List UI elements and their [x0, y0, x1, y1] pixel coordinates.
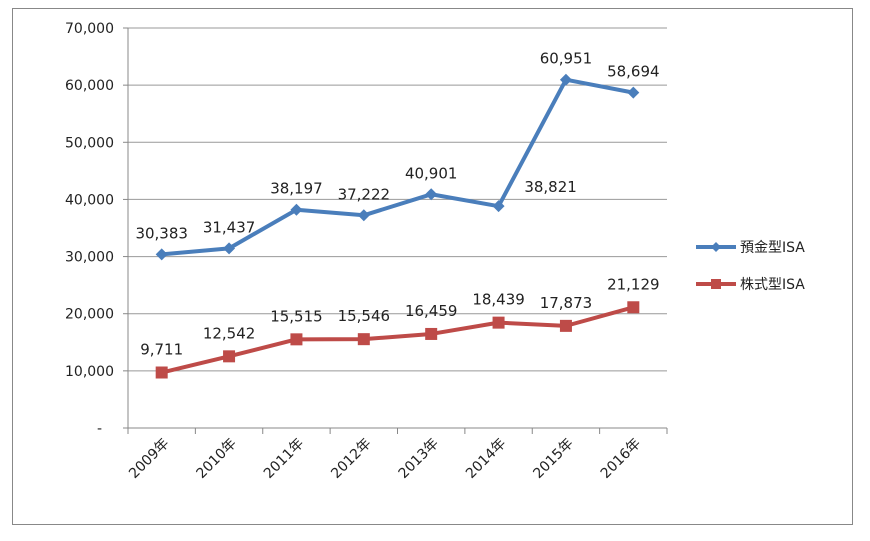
data-point-diamond [357, 209, 370, 222]
y-tick-label: 30,000 [65, 250, 114, 266]
data-label: 30,383 [135, 224, 188, 242]
y-tick-label: 70,000 [65, 21, 114, 37]
data-label: 58,694 [607, 63, 660, 81]
series-2: 9,711 12,542 15,515 15,546 16,459 18,439 17,87… [140, 275, 660, 379]
data-point-square [357, 333, 370, 346]
data-label: 60,951 [540, 50, 593, 68]
data-point-square [559, 319, 572, 332]
data-label: 15,546 [338, 307, 391, 325]
data-point-square [223, 350, 236, 363]
data-label: 40,901 [405, 164, 458, 182]
chart-border [12, 8, 853, 525]
legend-item-2: 株式型ISA [696, 277, 805, 293]
data-point-diamond [559, 73, 572, 86]
y-tick-label: 50,000 [65, 135, 114, 151]
data-point-diamond [223, 242, 236, 255]
series-line [161, 305, 634, 375]
data-label: 38,821 [524, 178, 577, 196]
series-line [161, 77, 634, 257]
data-point-square [492, 316, 505, 329]
y-tick-label: 40,000 [65, 192, 114, 208]
y-tick-label: 60,000 [65, 78, 114, 94]
y-tick-label: 10,000 [65, 364, 114, 380]
data-point-square [155, 366, 168, 379]
data-label: 12,542 [203, 324, 256, 342]
legend-item-1: 預金型ISA [696, 240, 805, 256]
data-label: 31,437 [203, 218, 256, 236]
y-tick-label: - [97, 421, 102, 437]
data-label: 38,197 [270, 180, 323, 198]
data-point-diamond [492, 200, 505, 213]
data-label: 17,873 [540, 294, 593, 312]
y-tick-label: 20,000 [65, 307, 114, 323]
data-point-square [290, 333, 303, 346]
data-label: 21,129 [607, 275, 660, 293]
data-point-square [627, 301, 640, 314]
data-point-diamond [155, 248, 168, 261]
legend-label: 株式型ISA [740, 277, 805, 293]
legend-label: 預金型ISA [740, 240, 805, 256]
data-point-diamond [627, 86, 640, 99]
data-label: 18,439 [472, 291, 525, 309]
data-label: 37,222 [338, 185, 391, 203]
legend-diamond-icon [711, 242, 721, 252]
data-label: 16,459 [405, 302, 458, 320]
data-label: 9,711 [140, 341, 183, 359]
data-point-diamond [425, 188, 438, 201]
legend-square-icon [711, 279, 721, 289]
data-label: 15,515 [270, 307, 323, 325]
data-point-diamond [290, 203, 303, 216]
series-1: 30,383 31,437 38,197 37,222 40,901 38,821 60,9… [135, 50, 660, 261]
data-point-square [425, 327, 438, 340]
